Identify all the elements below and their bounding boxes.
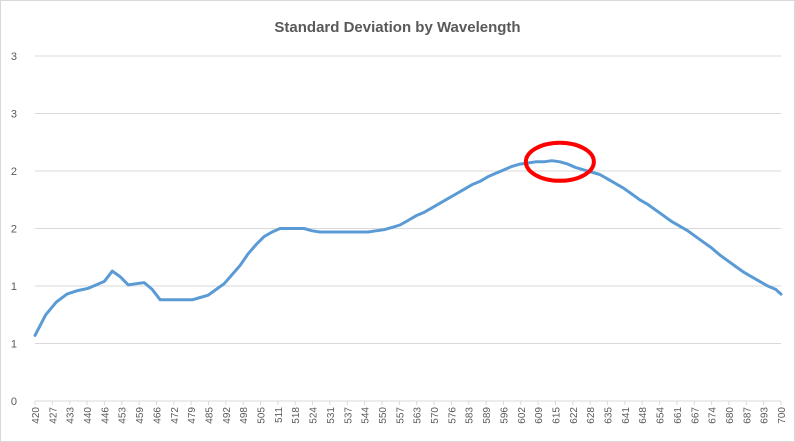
x-tick-label: 615 <box>551 407 562 424</box>
x-tick-label: 680 <box>725 407 736 424</box>
x-tick-label: 693 <box>760 407 771 424</box>
x-tick-label: 687 <box>742 407 753 424</box>
x-tick-label: 433 <box>66 407 77 424</box>
x-tick-label: 550 <box>378 407 389 424</box>
x-tick-label: 459 <box>135 407 146 424</box>
x-tick-label: 472 <box>170 407 181 424</box>
x-tick-label: 583 <box>465 407 476 424</box>
x-tick-label: 641 <box>621 407 632 424</box>
y-tick-label: 1 <box>11 281 17 293</box>
x-tick-label: 609 <box>534 407 545 424</box>
y-tick-label: 3 <box>11 109 17 121</box>
x-tick-label: 498 <box>239 407 250 424</box>
x-tick-label: 479 <box>187 407 198 424</box>
x-tick-label: 524 <box>309 407 320 424</box>
x-tick-label: 628 <box>586 407 597 424</box>
chart-title: Standard Deviation by Wavelength <box>274 19 521 36</box>
x-tick-label: 420 <box>31 407 42 424</box>
x-tick-label: 492 <box>222 407 233 424</box>
x-tick-label: 531 <box>326 407 337 424</box>
x-tick-label: 635 <box>604 407 615 424</box>
x-tick-label: 563 <box>413 407 424 424</box>
x-tick-label: 446 <box>100 407 111 424</box>
x-tick-label: 589 <box>482 407 493 424</box>
highlight-ellipse <box>523 140 596 183</box>
x-tick-label: 576 <box>447 407 458 424</box>
x-tick-label: 505 <box>257 407 268 424</box>
x-tick-label: 427 <box>48 407 59 424</box>
y-tick-label: 2 <box>11 166 17 178</box>
x-tick-label: 667 <box>690 407 701 424</box>
x-tick-label: 602 <box>517 407 528 424</box>
x-tick-label: 596 <box>499 407 510 424</box>
series-line <box>33 159 783 337</box>
x-tick-label: 648 <box>638 407 649 424</box>
x-tick-label: 674 <box>708 407 719 424</box>
x-tick-label: 557 <box>395 407 406 424</box>
y-tick-label: 3 <box>11 51 17 63</box>
x-tick-label: 661 <box>673 407 684 424</box>
x-tick-label: 570 <box>430 407 441 424</box>
x-tick-label: 654 <box>656 407 667 424</box>
y-tick-label: 2 <box>11 224 17 236</box>
x-tick-label: 453 <box>118 407 129 424</box>
x-tick-label: 700 <box>777 407 788 424</box>
x-tick-label: 544 <box>361 407 372 424</box>
x-tick-label: 440 <box>83 407 94 424</box>
x-tick-label: 518 <box>291 407 302 424</box>
y-tick-label: 0 <box>11 396 17 408</box>
x-tick-label: 466 <box>152 407 163 424</box>
x-tick-label: 622 <box>569 407 580 424</box>
x-tick-label: 511 <box>274 407 285 423</box>
x-tick-label: 537 <box>343 407 354 424</box>
x-tick-label: 485 <box>204 407 215 424</box>
y-tick-label: 1 <box>11 339 17 351</box>
